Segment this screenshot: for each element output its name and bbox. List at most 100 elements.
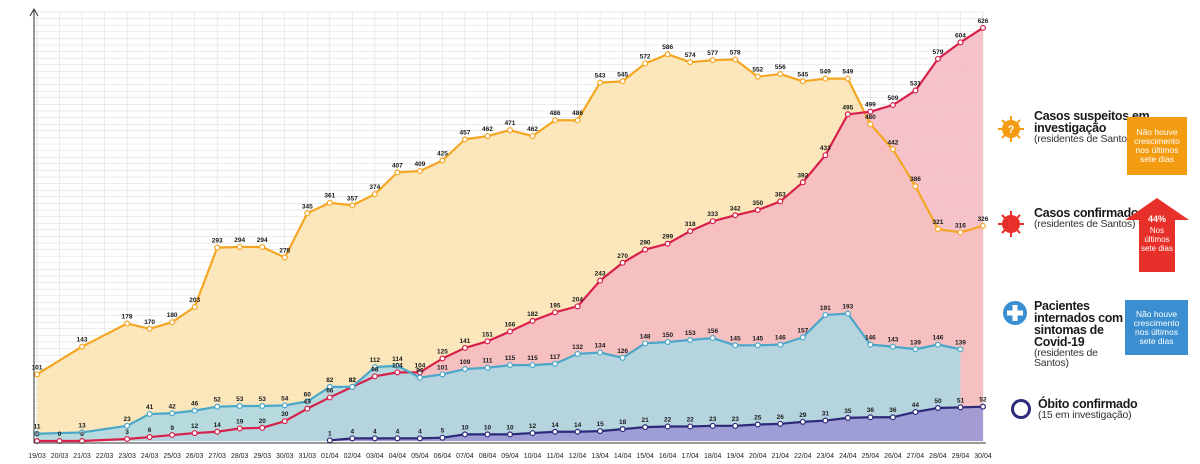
data-label: 480	[865, 114, 876, 121]
legend-suspeitos-title: Casos suspeitos em investigação	[1034, 109, 1150, 135]
data-point	[394, 369, 401, 376]
data-label: 10	[484, 424, 492, 431]
x-tick-label: 11/04	[547, 453, 564, 460]
data-label: 25	[754, 415, 762, 422]
data-label: 53	[259, 396, 267, 403]
data-label: 132	[572, 344, 583, 351]
data-label: 182	[527, 311, 538, 318]
data-point	[732, 56, 739, 63]
data-label: 425	[437, 151, 448, 158]
x-tick-label: 18/04	[704, 453, 722, 460]
data-point	[236, 403, 243, 410]
x-tick-label: 26/03	[186, 453, 204, 460]
data-label: 0	[35, 431, 39, 438]
data-label: 98	[371, 366, 379, 373]
data-point	[371, 435, 378, 442]
data-label: 433	[820, 145, 831, 152]
data-label: 60	[304, 391, 312, 398]
data-label: 115	[505, 355, 516, 362]
data-label: 499	[865, 102, 876, 109]
data-point	[619, 78, 626, 85]
data-point	[957, 39, 964, 46]
data-label: 299	[662, 234, 673, 241]
data-label: 146	[865, 335, 876, 342]
data-point	[619, 354, 626, 361]
data-label: 191	[820, 305, 831, 312]
data-label: 54	[281, 395, 289, 402]
data-point	[799, 418, 806, 425]
x-tick-label: 22/04	[794, 453, 812, 460]
data-label: 193	[842, 304, 853, 311]
data-label: 109	[460, 359, 471, 366]
data-point	[664, 51, 671, 58]
x-tick-label: 21/04	[772, 453, 790, 460]
data-label: 139	[910, 339, 921, 346]
data-label: 101	[437, 364, 448, 371]
data-label: 146	[933, 335, 944, 342]
data-label: 278	[279, 248, 290, 255]
legend-obito-sub: (15 em investigação)	[1038, 409, 1132, 421]
data-point	[552, 117, 559, 124]
data-label: 195	[550, 302, 561, 309]
data-label: 316	[955, 222, 966, 229]
x-tick-label: 23/04	[817, 453, 835, 460]
data-point	[799, 179, 806, 186]
data-point	[349, 202, 356, 209]
data-label: 363	[775, 191, 786, 198]
data-label: 22	[687, 416, 695, 423]
x-tick-label: 16/04	[659, 453, 677, 460]
data-label: 350	[752, 200, 763, 207]
data-point	[687, 228, 694, 235]
data-label: 0	[58, 431, 62, 438]
data-point	[844, 75, 851, 82]
data-point	[484, 133, 491, 140]
x-tick-label: 07/04	[456, 453, 474, 460]
x-tick-label: 03/04	[366, 453, 384, 460]
data-point	[146, 434, 153, 441]
data-point	[529, 362, 536, 369]
data-point	[439, 371, 446, 378]
data-point	[326, 383, 333, 390]
data-point	[461, 366, 468, 373]
x-tick-label: 17/04	[681, 453, 699, 460]
data-label: 23	[732, 416, 740, 423]
up-arrow-icon	[1125, 198, 1189, 272]
data-point	[664, 423, 671, 430]
x-tick-label: 21/03	[73, 453, 91, 460]
data-point	[754, 421, 761, 428]
x-tick-label: 04/04	[389, 453, 407, 460]
data-label: 82	[349, 377, 357, 384]
data-label: 471	[505, 120, 516, 127]
data-point	[507, 362, 514, 369]
data-point	[304, 405, 311, 412]
data-label: 26	[777, 414, 785, 421]
data-point	[507, 127, 514, 134]
data-point	[326, 394, 333, 401]
data-label: 407	[392, 162, 403, 169]
data-label: 166	[505, 321, 516, 328]
x-tick-label: 30/04	[974, 453, 992, 460]
data-label: 14	[214, 422, 222, 429]
data-label: 361	[324, 193, 335, 200]
data-point	[259, 243, 266, 250]
data-label: 626	[978, 18, 989, 25]
data-label: 29	[799, 412, 807, 419]
data-point	[642, 340, 649, 347]
data-point	[912, 408, 919, 415]
data-point	[934, 55, 941, 62]
x-tick-label: 13/04	[591, 453, 609, 460]
data-label: 52	[214, 397, 222, 404]
virus-icon	[998, 211, 1024, 237]
data-label: 180	[167, 312, 178, 319]
data-label: 104	[392, 362, 403, 369]
data-label: 0	[80, 431, 84, 438]
data-point	[439, 434, 446, 441]
data-label: 345	[302, 203, 313, 210]
legend-obito-title: Óbito confirmado	[1038, 397, 1138, 411]
data-point	[709, 335, 716, 342]
data-point	[281, 402, 288, 409]
data-point	[867, 341, 874, 348]
data-label: 10	[461, 424, 469, 431]
data-label: 23	[709, 416, 717, 423]
y-axis-arrow	[29, 7, 39, 17]
